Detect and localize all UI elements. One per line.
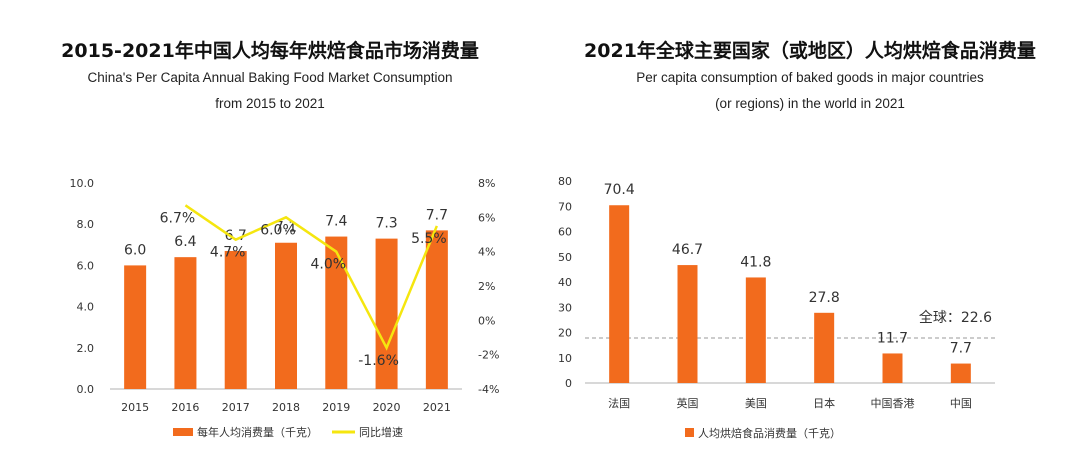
left-chart-subtitle-line2: from 2015 to 2021	[215, 96, 325, 111]
left-chart-subtitle-line1: China's Per Capita Annual Baking Food Ma…	[87, 70, 453, 85]
y-left-tick-label: 6.0	[77, 259, 95, 272]
bar	[609, 205, 630, 383]
bar	[224, 250, 247, 389]
bar	[124, 265, 147, 389]
bar-value-label: 7.1	[275, 220, 297, 236]
growth-rate-label: 6.7%	[160, 210, 196, 226]
x-tick-label: 中国	[950, 397, 972, 410]
bar	[174, 257, 197, 389]
bar-value-label: 70.4	[604, 182, 635, 198]
x-tick-label: 英国	[677, 396, 699, 410]
x-tick-label: 2021	[423, 401, 451, 414]
y-right-tick-label: 4%	[478, 246, 495, 259]
y-tick-label: 70	[558, 200, 572, 213]
y-tick-label: 60	[558, 226, 572, 239]
bar-value-label: 41.8	[740, 254, 771, 270]
bar	[677, 265, 698, 383]
right-chart-subtitle-line2: (or regions) in the world in 2021	[715, 96, 905, 111]
x-tick-label: 2018	[272, 401, 300, 414]
right-chart-plot: 0 10 20 30 40 50 60 70 80 全球：22.6 70.4 法国 46.7 英国 41.8…	[558, 175, 995, 440]
bar	[814, 312, 835, 383]
bar-value-label: 27.8	[809, 290, 840, 306]
y-right-tick-label: -4%	[478, 383, 499, 396]
y-right-tick-label: 0%	[478, 314, 495, 327]
growth-rate-line	[184, 204, 439, 351]
y-tick-label: 10	[558, 352, 572, 365]
right-chart-panel: 2021年全球主要国家（或地区）人均烘焙食品消费量 Per capita con…	[540, 0, 1080, 461]
x-tick-label: 2020	[373, 401, 401, 414]
growth-rate-label: 6.0%	[260, 222, 296, 238]
x-tick-label: 美国	[745, 397, 767, 410]
bar	[325, 236, 348, 389]
legend-line-label: 同比增速	[359, 425, 403, 439]
y-right-tick-label: 6%	[478, 211, 495, 224]
bar	[882, 353, 903, 383]
y-left-tick-label: 2.0	[77, 342, 95, 355]
y-tick-label: 0	[565, 377, 572, 390]
y-tick-label: 80	[558, 175, 572, 188]
left-chart-plot: 0.0 2.0 4.0 6.0 8.0 10.0 -4% -2% 0% 2% 4% 6% 8% 6.0 20…	[70, 177, 500, 439]
bar	[275, 242, 297, 389]
growth-rate-label: 4.0%	[310, 257, 346, 273]
bar-value-label: 46.7	[672, 242, 703, 258]
bar	[950, 363, 971, 383]
y-tick-label: 30	[558, 301, 572, 314]
x-tick-label: 2017	[222, 401, 250, 414]
bar-value-label: 7.7	[950, 341, 972, 357]
y-left-tick-label: 0.0	[77, 383, 95, 396]
bar-value-label: 11.7	[877, 330, 908, 346]
growth-rate-label: 5.5%	[411, 231, 447, 247]
bar	[425, 230, 448, 389]
x-tick-label: 日本	[813, 396, 835, 410]
bar-value-label: 6.0	[124, 242, 146, 258]
growth-rate-label: -1.6%	[358, 353, 399, 369]
legend-bar-label: 每年人均消费量（千克）	[197, 425, 318, 439]
growth-rate-label: 4.7%	[210, 245, 246, 261]
bar	[745, 277, 766, 383]
x-tick-label: 2019	[322, 401, 350, 414]
bar	[375, 238, 398, 389]
y-tick-label: 20	[558, 327, 572, 340]
global-average-label: 全球：22.6	[919, 309, 992, 326]
y-right-tick-label: 2%	[478, 280, 495, 293]
left-chart-title: 2015-2021年中国人均每年烘焙食品市场消费量	[61, 40, 479, 62]
y-tick-label: 40	[558, 276, 572, 289]
y-right-tick-label: -2%	[478, 349, 499, 362]
bar-value-label: 7.7	[426, 207, 448, 223]
right-chart-subtitle-line1: Per capita consumption of baked goods in…	[636, 70, 984, 85]
left-chart-panel: 2015-2021年中国人均每年烘焙食品市场消费量 China's Per Ca…	[61, 40, 500, 439]
legend-label: 人均烘焙食品消费量（千克）	[698, 426, 841, 440]
bar-value-label: 6.4	[174, 234, 196, 250]
right-chart-title: 2021年全球主要国家（或地区）人均烘焙食品消费量	[584, 40, 1036, 62]
x-tick-label: 中国香港	[871, 397, 915, 410]
bar-value-label: 7.4	[325, 214, 347, 230]
y-left-tick-label: 4.0	[77, 301, 95, 314]
y-left-tick-label: 8.0	[77, 218, 95, 231]
y-right-tick-label: 8%	[478, 177, 495, 190]
bar-value-label: 6.7	[225, 228, 247, 244]
y-tick-label: 50	[558, 251, 572, 264]
x-tick-label: 2016	[171, 401, 199, 414]
bar-value-label: 7.3	[375, 216, 397, 232]
legend-bar-swatch	[173, 428, 193, 436]
legend-swatch	[685, 428, 694, 437]
x-tick-label: 2015	[121, 401, 149, 414]
y-left-tick-label: 10.0	[70, 177, 95, 190]
x-tick-label: 法国	[608, 396, 630, 410]
